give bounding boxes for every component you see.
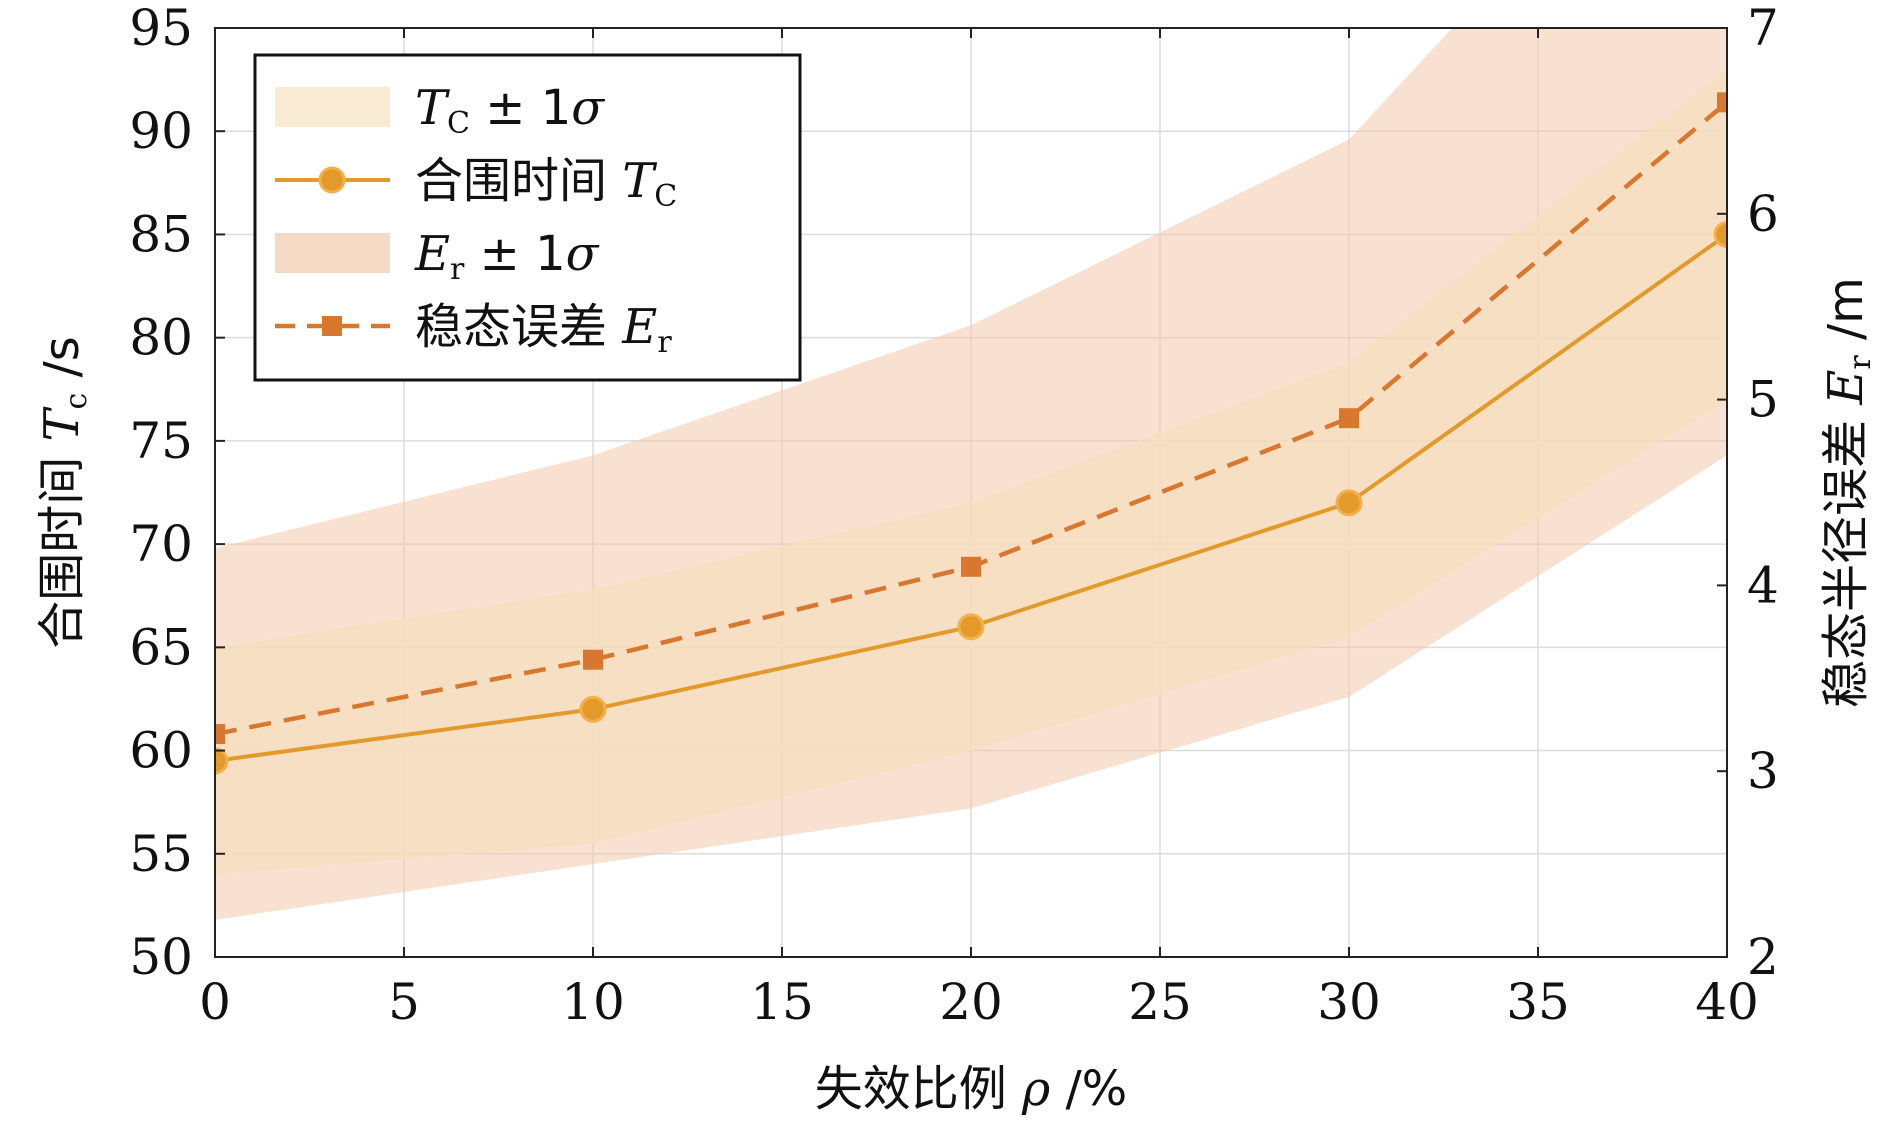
legend-marker <box>322 316 342 336</box>
y-right-tick-label: 6 <box>1747 185 1779 243</box>
legend-label: 稳态误差 Er <box>415 299 672 360</box>
y-right-tick-label: 4 <box>1747 556 1779 614</box>
y-left-tick-label: 60 <box>129 722 193 780</box>
tc-point <box>579 695 607 723</box>
y-left-tick-label: 85 <box>129 205 193 263</box>
tc-point <box>1335 489 1363 517</box>
x-tick-label: 10 <box>561 973 625 1031</box>
y-left-tick-label: 80 <box>129 309 193 367</box>
x-tick-label: 0 <box>199 973 231 1031</box>
y-right-tick-label: 2 <box>1747 928 1779 986</box>
x-tick-label: 15 <box>750 973 814 1031</box>
legend-label: TC ± 1σ <box>415 80 605 141</box>
tc-sigma-band <box>215 69 1727 875</box>
y-left-tick-label: 65 <box>129 618 193 676</box>
tc-point <box>957 613 985 641</box>
x-tick-label: 35 <box>1506 973 1570 1031</box>
y-left-tick-label: 70 <box>129 515 193 573</box>
y-left-tick-label: 55 <box>129 825 193 883</box>
x-tick-label: 40 <box>1695 973 1759 1031</box>
legend-band-swatch <box>275 233 390 273</box>
tc-point <box>1713 220 1727 248</box>
x-tick-label: 5 <box>388 973 420 1031</box>
axis-labels: 失效比例 ρ /% 合围时间 Tc /s 稳态半径误差 Er /m <box>34 277 1878 1117</box>
y-left-tick-label: 95 <box>129 0 193 57</box>
legend-label: 合围时间 TC <box>415 153 677 214</box>
y-right-tick-label: 7 <box>1747 0 1779 57</box>
er-point <box>215 724 225 745</box>
legend-marker <box>318 166 346 194</box>
er-point <box>583 649 603 670</box>
er-point <box>1339 408 1359 429</box>
x-tick-label: 30 <box>1317 973 1381 1031</box>
tc-point <box>215 747 229 775</box>
x-axis-label: 失效比例 ρ /% <box>815 1061 1128 1117</box>
x-tick-label: 20 <box>939 973 1003 1031</box>
y-left-tick-label: 50 <box>129 928 193 986</box>
er-point <box>1717 92 1727 113</box>
er-point <box>961 556 981 577</box>
y-right-tick-label: 5 <box>1747 371 1779 429</box>
y-right-tick-label: 3 <box>1747 742 1779 800</box>
legend: TC ± 1σ 合围时间 TC Er ± 1σ 稳态误差 Er <box>253 53 802 382</box>
y-right-axis-label: 稳态半径误差 Er /m <box>1818 277 1878 708</box>
tc-sigma-band-tint <box>215 69 1727 875</box>
y-left-tick-label: 90 <box>129 102 193 160</box>
y-left-tick-label: 75 <box>129 412 193 470</box>
x-tick-label: 25 <box>1128 973 1192 1031</box>
axis-ticks: 0 5 10 15 20 25 30 35 40 50 55 60 65 70 75 80 85 90 95 2 3 4 5… <box>129 0 1778 1031</box>
y-left-axis-label: 合围时间 Tc /s <box>34 336 94 649</box>
legend-label: Er ± 1σ <box>414 226 600 287</box>
data-series <box>215 92 1727 775</box>
legend-band-swatch <box>275 87 390 127</box>
